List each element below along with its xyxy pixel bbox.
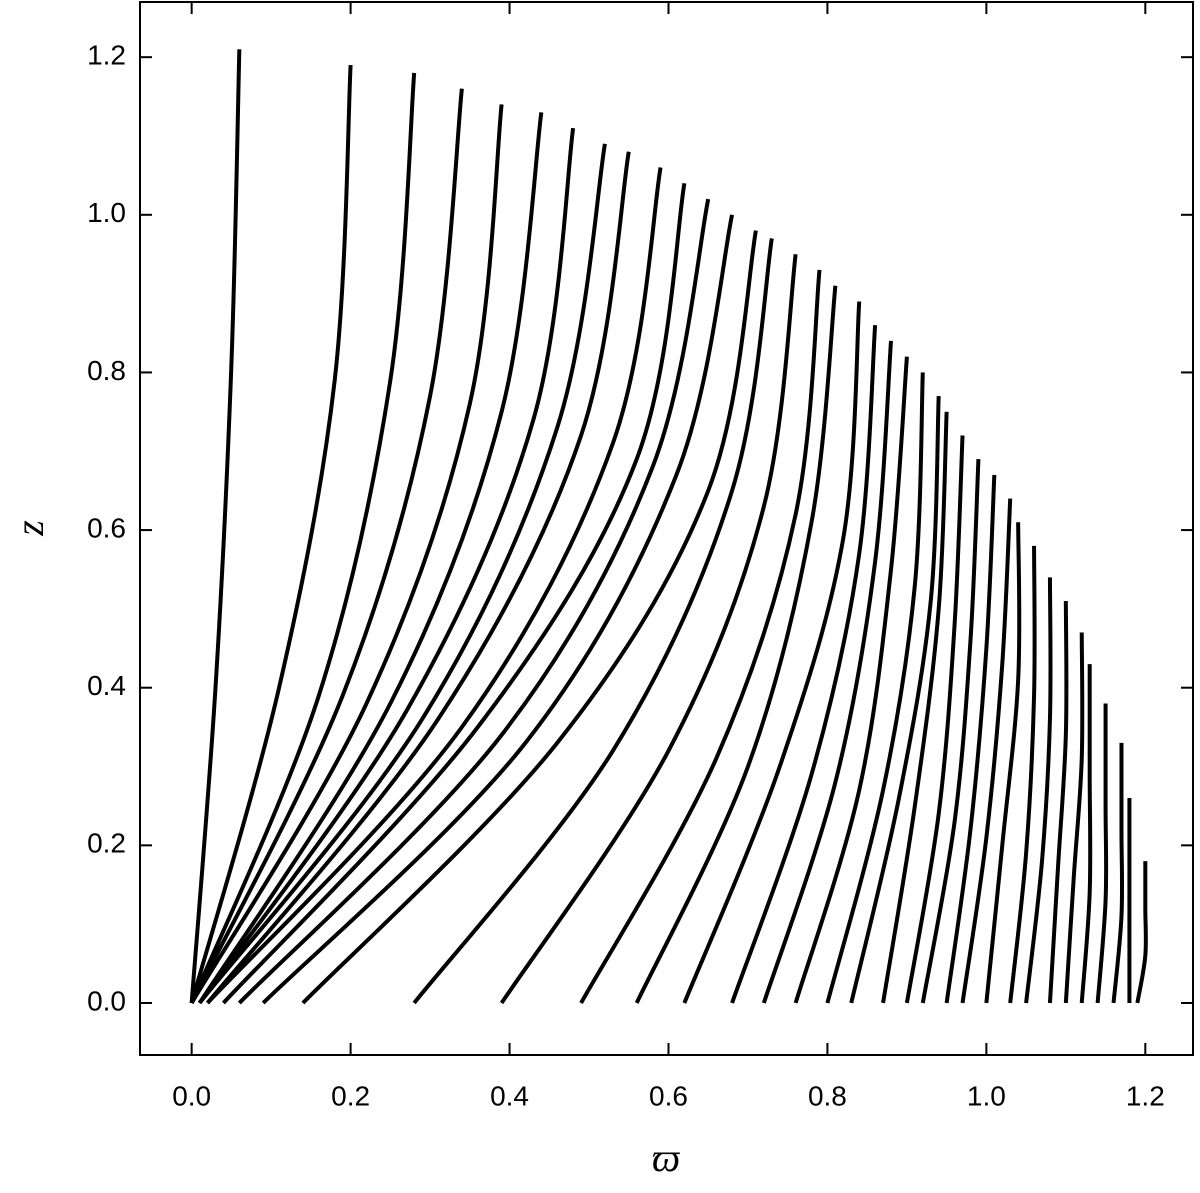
y-tick-label: 0.6 xyxy=(87,512,126,543)
field-line xyxy=(499,253,798,1005)
field-line xyxy=(189,104,504,1004)
field-line xyxy=(189,64,353,1004)
field-line xyxy=(197,112,544,1005)
field-line xyxy=(579,269,822,1004)
field-line xyxy=(205,151,631,1005)
plot-frame xyxy=(139,1,1194,1056)
field-line xyxy=(1079,664,1093,1004)
y-tick-label: 0.8 xyxy=(87,355,126,386)
field-line xyxy=(189,72,417,1004)
field-line xyxy=(682,301,862,1004)
field-line xyxy=(825,372,925,1004)
field-line xyxy=(881,411,949,1004)
x-axis-title: ϖ xyxy=(652,1135,681,1180)
field-line xyxy=(944,474,997,1004)
x-tick-label: 0.2 xyxy=(331,1080,370,1111)
field-line xyxy=(189,49,242,1004)
field-line xyxy=(198,143,607,1005)
field-line xyxy=(237,198,711,1005)
field-line xyxy=(849,396,941,1004)
field-line xyxy=(412,238,774,1005)
field-line xyxy=(189,88,464,1004)
field-line xyxy=(1111,742,1125,1004)
field-line xyxy=(1008,545,1037,1004)
field-line xyxy=(1095,703,1109,1004)
field-line xyxy=(793,356,909,1004)
field-line xyxy=(1047,601,1069,1004)
x-tick-label: 0.4 xyxy=(490,1080,529,1111)
x-tick-label: 0.6 xyxy=(649,1080,688,1111)
field-line xyxy=(920,459,981,1004)
field-line xyxy=(1063,632,1085,1004)
field-line xyxy=(634,285,838,1004)
field-line xyxy=(730,325,878,1004)
y-tick-label: 1.2 xyxy=(87,40,126,71)
y-tick-label: 0.4 xyxy=(87,670,126,701)
y-axis-title: z xyxy=(7,520,52,537)
field-line xyxy=(301,230,758,1005)
field-line xyxy=(221,182,687,1005)
y-tick-label: 1.0 xyxy=(87,197,126,228)
field-line xyxy=(206,167,663,1005)
field-line xyxy=(261,214,735,1005)
y-tick-label: 0.0 xyxy=(87,985,126,1016)
field-line xyxy=(904,435,965,1004)
x-tick-label: 0.8 xyxy=(808,1080,847,1111)
field-line xyxy=(1024,577,1053,1004)
x-tick-label: 0.0 xyxy=(172,1080,211,1111)
x-tick-label: 1.2 xyxy=(1126,1080,1165,1111)
y-tick-label: 0.2 xyxy=(87,828,126,859)
field-line xyxy=(197,127,576,1005)
field-line xyxy=(960,498,1013,1004)
field-line xyxy=(984,522,1022,1004)
field-line xyxy=(1135,861,1148,1004)
field-line xyxy=(761,340,894,1004)
x-tick-label: 1.0 xyxy=(967,1080,1006,1111)
